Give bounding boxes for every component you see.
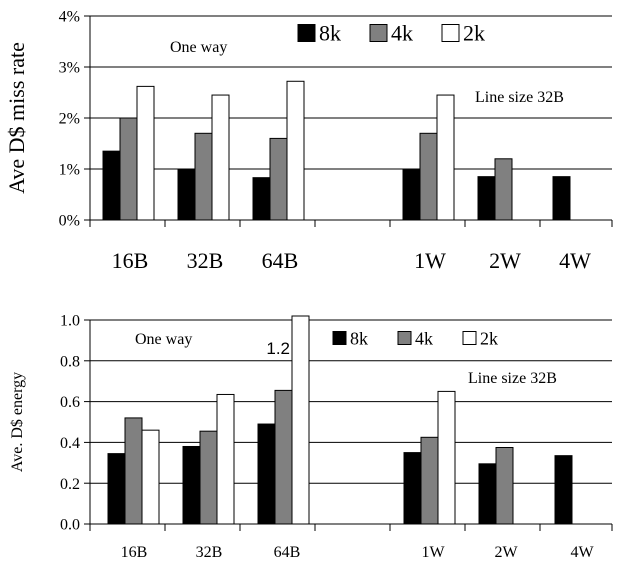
x-tick-label: 2W — [489, 248, 521, 273]
legend-swatch-4k — [369, 24, 388, 42]
legend-swatch-8k — [332, 331, 347, 345]
bar-4k-1W — [419, 132, 438, 221]
bar-4k-16B — [119, 117, 138, 221]
bar-8k-32B — [182, 445, 201, 525]
x-tick-label: 64B — [262, 248, 299, 273]
bar-4k-2W — [494, 158, 513, 221]
bar-8k-1W — [402, 169, 421, 221]
bar-4k-32B — [199, 430, 218, 525]
bar-2k-16B — [136, 85, 155, 221]
y-tick-label: 0% — [59, 213, 80, 230]
bar-8k-64B — [257, 423, 276, 525]
bar-8k-4W — [552, 176, 571, 221]
legend: 8k 4k 2k — [332, 328, 498, 348]
bar-4k-1W — [420, 436, 439, 525]
bar-2k-16B — [141, 429, 160, 525]
bar-4k-16B — [124, 417, 143, 525]
bar-2k-32B — [216, 393, 235, 525]
x-tick-label: 4W — [570, 544, 594, 561]
x-tick-label: 32B — [187, 248, 224, 273]
bar-8k-16B — [107, 453, 126, 525]
bar-2k-32B — [211, 94, 230, 221]
bar-4k-64B — [269, 137, 288, 221]
legend-label: 2k — [480, 328, 498, 348]
bar-8k-64B — [252, 177, 271, 221]
y-axis-label: Ave D$ miss rate — [4, 42, 29, 194]
bar-2k-64B — [291, 315, 310, 525]
bar-8k-4W — [554, 455, 573, 525]
bar-2k-1W — [436, 94, 455, 221]
x-tick-label: 16B — [121, 544, 148, 561]
legend-swatch-2k — [462, 331, 477, 345]
legend-label: 4k — [415, 328, 433, 348]
annotation: One way — [135, 331, 192, 348]
bar-4k-32B — [194, 132, 213, 221]
x-tick-label: 1W — [421, 544, 445, 561]
legend-label: 8k — [350, 328, 368, 348]
x-tick-label: 4W — [559, 248, 591, 273]
x-tick-label: 32B — [196, 544, 223, 561]
annotation: Line size 32B — [468, 370, 557, 387]
bar-8k-1W — [403, 452, 422, 525]
legend: 8k 4k 2k — [297, 21, 485, 46]
legend-swatch-2k — [441, 24, 460, 42]
bar-2k-64B — [286, 80, 305, 221]
legend-label: 8k — [319, 21, 341, 46]
x-tick-label: 64B — [274, 544, 301, 561]
y-tick-label: 0.8 — [60, 353, 80, 370]
x-tick-label: 1W — [414, 248, 446, 273]
legend-label: 2k — [463, 21, 485, 46]
bar-8k-2W — [477, 176, 496, 221]
y-tick-label: 3% — [59, 60, 80, 77]
annotation: 1.2 — [266, 339, 290, 358]
y-tick-label: 1% — [59, 162, 80, 179]
legend-swatch-4k — [397, 331, 412, 345]
bar-2k-1W — [437, 390, 456, 525]
bar-4k-2W — [495, 447, 514, 525]
y-tick-label: 0.0 — [60, 517, 80, 534]
bar-4k-64B — [274, 389, 293, 525]
annotation: Line size 32B — [475, 89, 564, 106]
legend-swatch-8k — [297, 24, 316, 42]
y-axis-label: Ave. D$ energy — [9, 372, 26, 472]
chart-2: 0.0 0.2 0.4 0.6 0.8 1.0 16B 32B 64B 1W 2W 4W Ave. D$… — [9, 313, 613, 561]
annotation: One way — [170, 39, 227, 56]
y-tick-label: 0.2 — [60, 476, 80, 493]
y-tick-label: 2% — [59, 111, 80, 128]
y-tick-label: 0.4 — [60, 435, 80, 452]
bar-8k-2W — [478, 463, 497, 525]
legend-label: 4k — [391, 21, 413, 46]
bar-8k-32B — [177, 168, 196, 221]
x-tick-label: 2W — [494, 544, 518, 561]
x-tick-label: 16B — [112, 248, 149, 273]
bar-8k-16B — [102, 150, 121, 221]
y-tick-label: 1.0 — [60, 313, 80, 330]
y-tick-label: 0.6 — [60, 394, 80, 411]
chart-1: 0% 1% 2% 3% 4% 16B 32B 64B 1W 2W 4W Ave D$ miss rat… — [4, 9, 613, 273]
y-tick-label: 4% — [59, 9, 80, 26]
